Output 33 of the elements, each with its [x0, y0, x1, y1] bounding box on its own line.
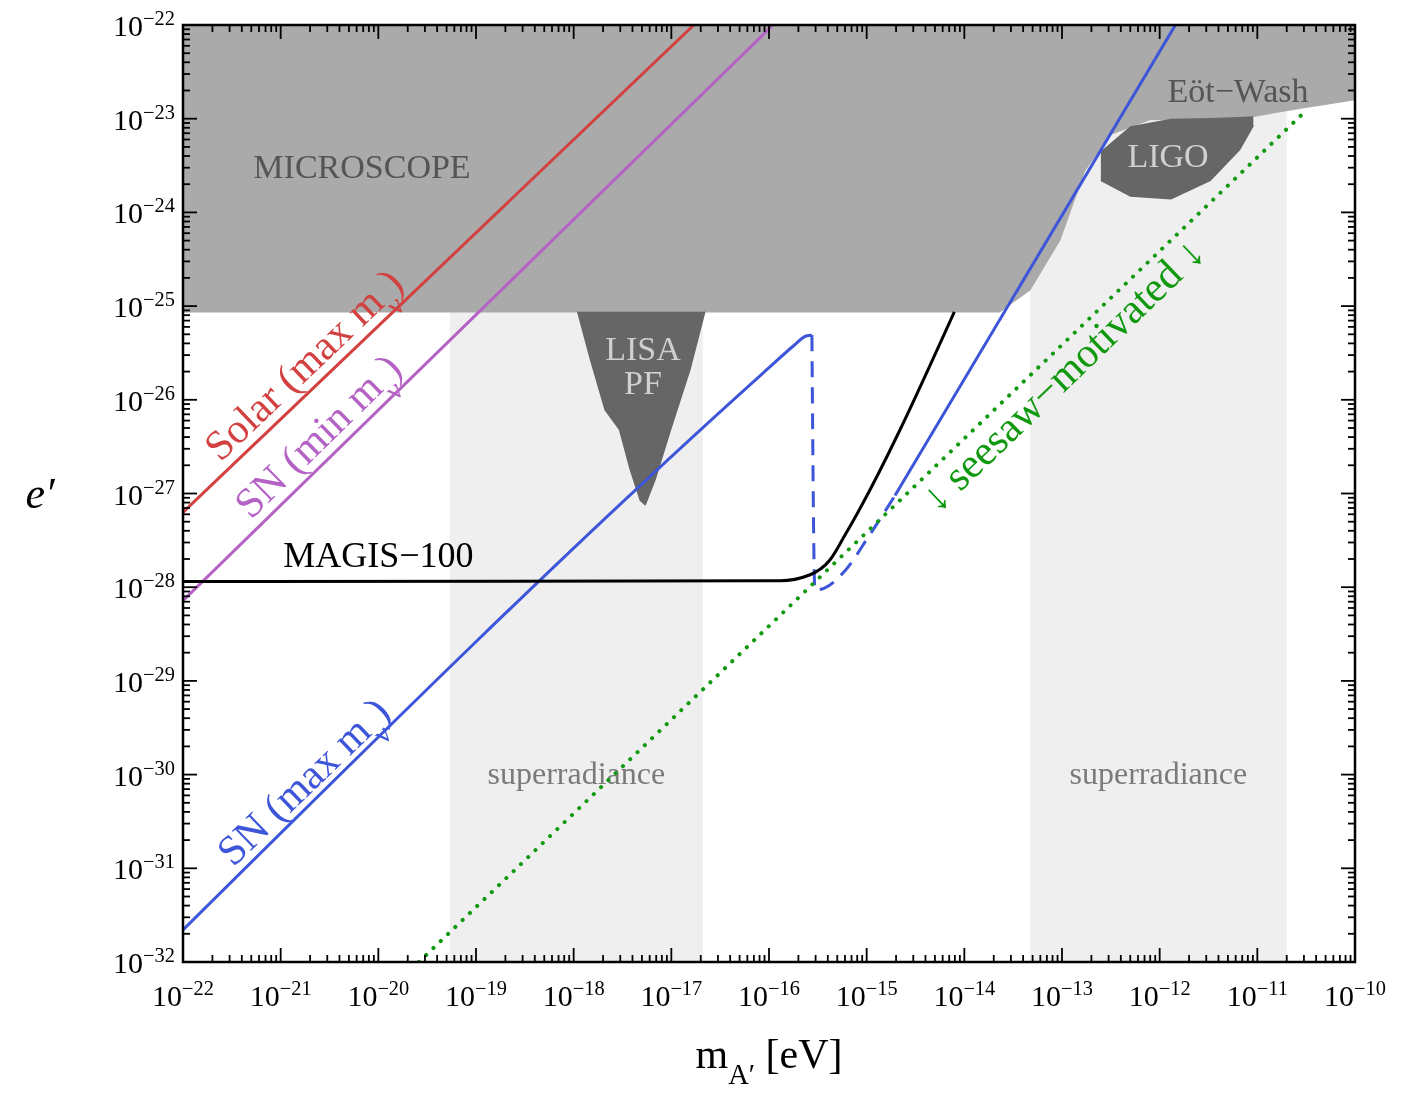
x-tick-label: 10$^{−14}$ — [933, 977, 996, 1012]
y-tick-label: 10$^{−27}$ — [113, 475, 175, 511]
x-tick-label: 10$^{−16}$ — [738, 977, 800, 1012]
y-tick-label: 10$^{−29}$ — [113, 662, 175, 698]
y-tick-label: 10$^{−30}$ — [113, 756, 175, 792]
annotation: MICROSCOPE — [253, 148, 471, 185]
y-tick-label: 10$^{−25}$ — [113, 288, 175, 324]
annotation: LIGO — [1127, 137, 1209, 174]
series-label: MAGIS−100 — [283, 535, 474, 576]
y-axis-title: e′ — [25, 468, 56, 518]
x-tick-label: 10$^{−21}$ — [249, 977, 312, 1012]
y-tick-label: 10$^{−28}$ — [113, 569, 175, 605]
x-tick-label: 10$^{−13}$ — [1031, 977, 1093, 1012]
y-tick-label: 10$^{−26}$ — [113, 381, 175, 417]
y-tick-label: 10$^{−22}$ — [113, 7, 175, 42]
x-tick-label: 10$^{−10}$ — [1324, 977, 1386, 1012]
x-tick-label: 10$^{−17}$ — [640, 977, 703, 1012]
x-tick-label: 10$^{−11}$ — [1226, 977, 1288, 1012]
x-tick-label: 10$^{−18}$ — [542, 977, 605, 1012]
y-tick-label: 10$^{−24}$ — [113, 194, 175, 230]
x-tick-label: 10$^{−15}$ — [835, 977, 898, 1012]
y-tick-label: 10$^{−23}$ — [113, 100, 175, 136]
annotation: LISA PF — [605, 330, 682, 401]
x-tick-label: 10$^{−22}$ — [152, 977, 214, 1012]
x-tick-label: 10$^{−20}$ — [347, 977, 410, 1012]
x-tick-label: 10$^{−12}$ — [1128, 977, 1191, 1012]
y-tick-label: 10$^{−32}$ — [113, 944, 175, 979]
x-tick-label: 10$^{−19}$ — [445, 977, 507, 1012]
band-label: superradiance — [1069, 754, 1248, 791]
x-axis-title: m$_{A′}$ [eV] — [695, 1031, 843, 1090]
y-tick-label: 10$^{−31}$ — [113, 850, 175, 886]
band-label: superradiance — [487, 754, 666, 791]
annotation: Eöt−Wash — [1167, 72, 1309, 109]
